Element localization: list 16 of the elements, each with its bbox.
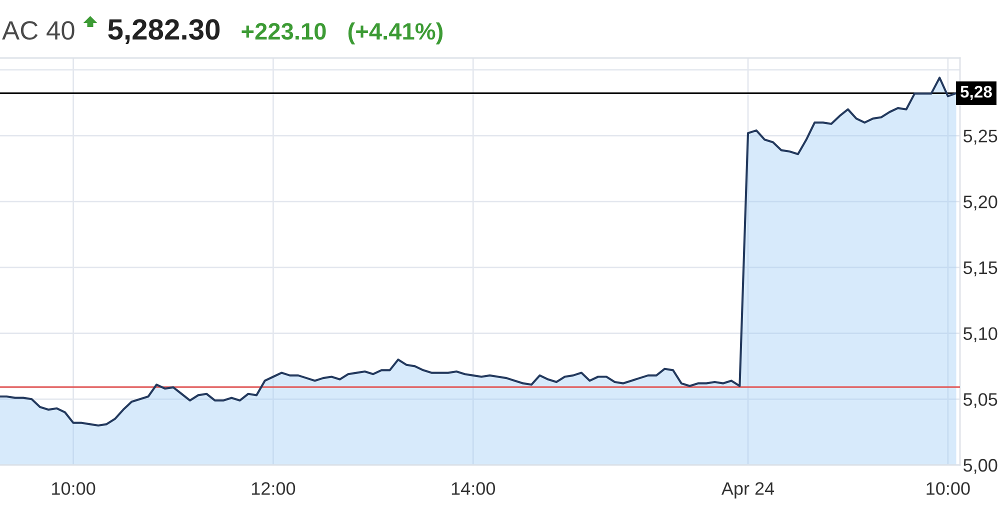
y-tick-label: 5,00 (964, 458, 998, 474)
chart-title: AC 40 (2, 21, 74, 40)
y-tick-label: 5,05 (964, 393, 998, 408)
y-tick-label: 5,20 (964, 196, 998, 210)
x-tick-label: 12:00 (252, 482, 296, 495)
ref-line-label: 5,28 (960, 86, 992, 100)
x-tick-label: Apr 24 (721, 482, 774, 498)
text: (+4.41%) (348, 22, 443, 44)
y-tick-label: 5,25 (964, 130, 998, 145)
text: +223.10 (242, 23, 326, 40)
text: 5,282.30 (108, 19, 220, 44)
x-tick-label: 10:00 (52, 482, 96, 495)
x-tick-label: 10:00 (926, 482, 970, 495)
x-tick-label: 14:00 (452, 482, 496, 495)
y-tick-label: 5,15 (964, 262, 998, 276)
y-tick-label: 5,10 (964, 327, 998, 342)
